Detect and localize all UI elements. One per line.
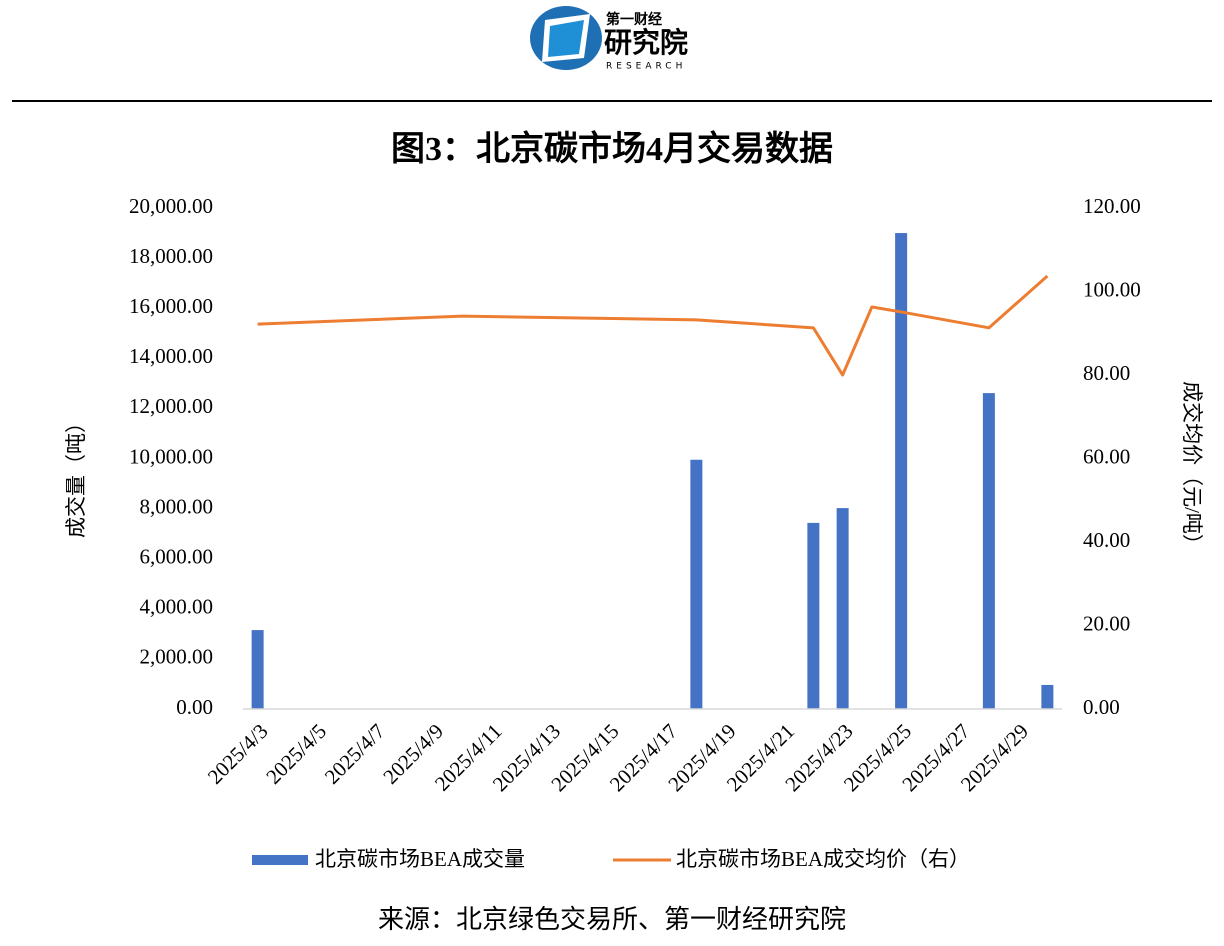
logo-mark [548,20,584,57]
y2-tick-label: 0.00 [1083,695,1120,719]
y-tick-label: 0.00 [176,695,213,719]
y2-tick-label: 120.00 [1083,194,1141,218]
y-axis-title: 成交量（吨） [64,412,88,538]
y-tick-label: 10,000.00 [129,444,213,468]
y-tick-label: 8,000.00 [140,494,214,518]
chart-title: 图3：北京碳市场4月交易数据 [391,129,833,168]
x-tick-label: 2025/4/5 [261,719,331,789]
y-tick-label: 14,000.00 [129,344,213,368]
y2-tick-label: 40.00 [1083,528,1130,552]
logo-main: 研究院 [604,26,688,59]
bar [895,233,908,710]
x-tick-label: 2025/4/7 [320,719,390,789]
y2-tick-label: 60.00 [1083,444,1130,468]
bar [251,630,264,709]
legend-label: 北京碳市场BEA成交均价（右） [676,847,970,871]
y2-tick-label: 80.00 [1083,361,1130,385]
bar [690,459,703,709]
y-tick-label: 20,000.00 [129,194,213,218]
y-tick-label: 4,000.00 [140,595,214,619]
y-tick-label: 16,000.00 [129,294,213,318]
y-tick-label: 18,000.00 [129,244,213,268]
logo-sub: RESEARCH [606,62,686,72]
y2-tick-label: 20.00 [1083,611,1130,635]
y-tick-label: 6,000.00 [140,545,214,569]
y-tick-label: 2,000.00 [140,645,214,669]
bar [836,508,849,709]
legend-label: 北京碳市场BEA成交量 [315,847,525,871]
source: 来源：北京绿色交易所、第一财经研究院 [378,905,846,934]
bar [982,393,995,709]
legend-swatch [252,855,308,865]
bar [1041,684,1054,709]
bar [807,522,820,709]
y2-tick-label: 100.00 [1083,277,1141,301]
line [257,274,1049,377]
logo-top: 第一财经 [606,11,662,28]
x-tick-label: 2025/4/3 [203,719,273,789]
y2-axis-title: 成交均价（元/吨） [1180,381,1204,555]
y-tick-label: 12,000.00 [129,394,213,418]
logo: 第一财经 研究院 RESEARCH [530,6,688,72]
